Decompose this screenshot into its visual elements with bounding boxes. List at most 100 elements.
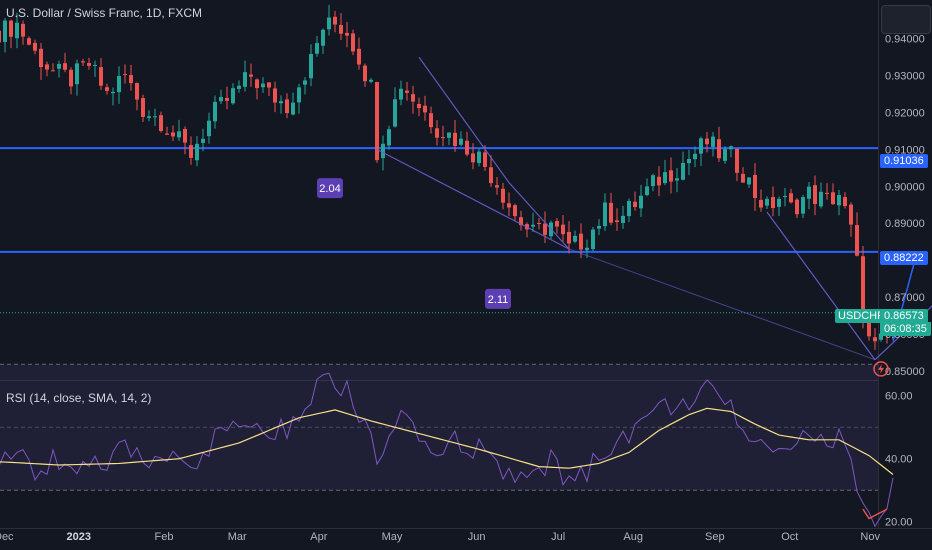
countdown-label: 06:08:35 — [880, 322, 931, 336]
candle-body — [477, 151, 481, 164]
candle-body — [279, 101, 283, 104]
candle-body — [537, 223, 541, 225]
candle-body — [63, 63, 67, 70]
candle-body — [429, 113, 433, 128]
toolbar-button[interactable] — [881, 5, 931, 34]
current-price-label: 0.86573 — [880, 309, 928, 323]
candle-body — [45, 64, 49, 70]
alert-ring — [873, 361, 889, 377]
price-tick-label: 0.92000 — [885, 108, 925, 120]
candle-body — [267, 82, 271, 88]
candle-body — [843, 197, 847, 207]
annotation-badge-label: 2.11 — [488, 294, 509, 306]
candlestick-series — [0, 4, 895, 350]
candle-body — [849, 204, 853, 225]
annotation-badge — [485, 288, 511, 309]
rsi-ma-line — [0, 407, 894, 475]
candle-body — [573, 235, 577, 242]
candle-body — [447, 132, 451, 138]
candle-body — [39, 48, 43, 68]
candle-body — [543, 223, 547, 235]
time-tick-label: Apr — [310, 531, 327, 543]
candle-body — [471, 153, 475, 163]
rsi-tick-label: 20.00 — [885, 517, 913, 529]
candle-body — [243, 72, 247, 87]
candle-body — [765, 198, 769, 206]
candle-body — [465, 140, 469, 155]
candle-body — [207, 120, 211, 137]
candle-body — [309, 53, 313, 79]
candle-body — [51, 70, 55, 72]
price-tick-label: 0.94000 — [885, 34, 925, 46]
candle-body — [579, 233, 583, 250]
candle-body — [351, 33, 355, 52]
candle-body — [219, 97, 223, 102]
candle-body — [867, 320, 871, 337]
candle-body — [273, 88, 277, 103]
candle-body — [405, 90, 409, 93]
candle-body — [615, 220, 619, 222]
candle-body — [603, 202, 607, 227]
candle-body — [27, 38, 31, 45]
candle-body — [453, 132, 457, 147]
candle-body — [585, 247, 589, 251]
candle-body — [321, 29, 325, 46]
candle-body — [639, 195, 643, 209]
candle-body — [393, 99, 397, 127]
candle-body — [627, 200, 631, 217]
time-tick-label: Sep — [705, 531, 725, 543]
candle-body — [69, 69, 73, 87]
candle-body — [831, 192, 835, 205]
candle-body — [15, 22, 19, 39]
candle-body — [237, 85, 241, 89]
candle-body — [357, 48, 361, 65]
rsi-line — [0, 372, 894, 528]
candle-body — [213, 101, 217, 122]
candle-body — [513, 205, 517, 217]
candle-body — [183, 129, 187, 143]
candle-body — [165, 133, 169, 135]
candle-body — [771, 197, 775, 209]
level-label-lower: 0.88222 — [880, 251, 928, 265]
candle-body — [81, 61, 85, 63]
trendline-drawings — [376, 56, 932, 361]
candle-body — [651, 175, 655, 187]
level-label-upper: 0.91036 — [880, 154, 928, 168]
candle-body — [819, 191, 823, 207]
candle-body — [249, 74, 253, 77]
candle-body — [177, 131, 181, 138]
candle-body — [87, 63, 91, 66]
candle-body — [285, 99, 289, 114]
rsi-series — [0, 372, 894, 528]
candle-body — [777, 198, 781, 207]
candle-body — [567, 231, 571, 244]
candle-body — [315, 43, 319, 54]
candle-body — [291, 102, 295, 115]
annotation-badges: 2.04 2.11 — [317, 178, 511, 309]
price-tick-label: 0.85000 — [885, 366, 925, 378]
trend-line — [568, 248, 876, 361]
candle-body — [123, 73, 127, 75]
candle-body — [723, 149, 727, 161]
candle-body — [561, 224, 565, 235]
candle-body — [201, 138, 205, 143]
candle-body — [231, 88, 235, 104]
candle-body — [141, 98, 145, 117]
candle-body — [489, 167, 493, 184]
candle-body — [495, 185, 499, 188]
candle-body — [693, 153, 697, 160]
candle-body — [147, 116, 151, 119]
price-tick-label: 0.91000 — [885, 144, 925, 156]
candle-body — [225, 97, 229, 101]
candle-body — [741, 173, 745, 183]
candle-body — [663, 172, 667, 184]
candle-body — [855, 225, 859, 256]
candle-body — [519, 217, 523, 226]
candle-body — [807, 186, 811, 199]
time-tick-label: May — [382, 531, 403, 543]
rsi-indicator-title[interactable]: RSI (14, close, SMA, 14, 2) — [6, 391, 152, 405]
candle-body — [3, 20, 7, 43]
candle-body — [327, 17, 331, 30]
symbol-tag: USDCHF — [835, 309, 887, 323]
